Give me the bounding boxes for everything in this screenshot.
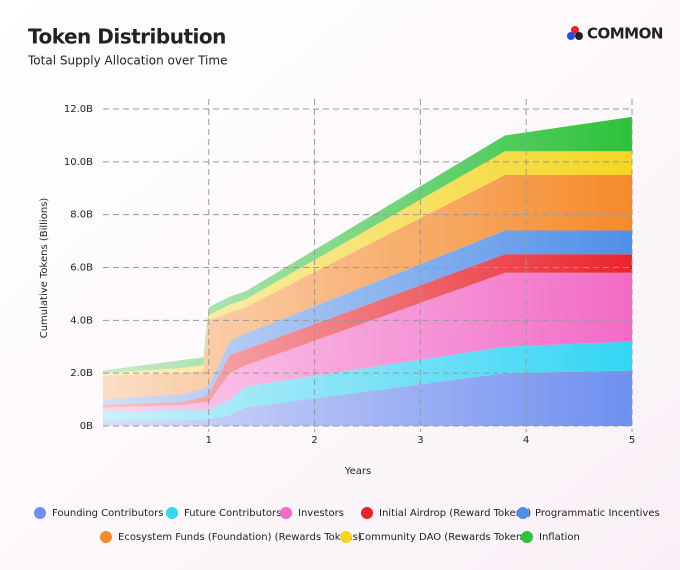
area (103, 254, 632, 408)
y-tick-label: 8.0B (70, 210, 93, 221)
legend-swatch (517, 507, 529, 519)
x-tick-label: 4 (523, 435, 529, 446)
logo-icon (567, 26, 583, 40)
y-tick-label: 4.0B (70, 315, 93, 326)
y-tick-label: 10.0B (64, 157, 93, 168)
legend-swatch (280, 507, 292, 519)
legend-label: Programmatic Incentives (535, 508, 660, 519)
x-tick-label: 2 (311, 435, 317, 446)
legend-label: Ecosystem Funds (Foundation) (Rewards To… (118, 532, 362, 543)
area (103, 151, 632, 376)
legend-swatch (166, 507, 178, 519)
y-tick-label: 6.0B (70, 263, 93, 274)
chart-subtitle: Total Supply Allocation over Time (27, 54, 227, 68)
legend-swatch (521, 531, 533, 543)
legend-swatch (34, 507, 46, 519)
legend-label: Future Contributors (184, 508, 281, 519)
legend-swatch (340, 531, 352, 543)
y-tick-label: 0B (80, 421, 93, 432)
y-tick-label: 12.0B (64, 104, 93, 115)
area (103, 272, 632, 412)
x-tick-label: 3 (417, 435, 423, 446)
legend-swatch (100, 531, 112, 543)
legend-label: Founding Contributors (52, 508, 163, 519)
legend-label: Inflation (539, 532, 580, 543)
x-tick-label: 1 (206, 435, 212, 446)
area (103, 116, 632, 374)
area (103, 370, 632, 426)
x-tick-label: 5 (629, 435, 635, 446)
legend-swatch (361, 507, 373, 519)
x-axis-label: Years (344, 466, 371, 477)
y-axis-label: Cumulative Tokens (Billions) (39, 198, 50, 339)
area (103, 341, 632, 421)
areas (103, 116, 632, 426)
logo-text: COMMON (587, 25, 663, 43)
area (103, 175, 632, 400)
y-tick-label: 2.0B (70, 368, 93, 379)
legend-label: Community DAO (Rewards Tokens) (358, 532, 531, 543)
chart-title: Token Distribution (28, 25, 226, 49)
legend-label: Initial Airdrop (Reward Tokens) (379, 508, 531, 519)
legend-label: Investors (298, 508, 344, 519)
area (103, 230, 632, 405)
